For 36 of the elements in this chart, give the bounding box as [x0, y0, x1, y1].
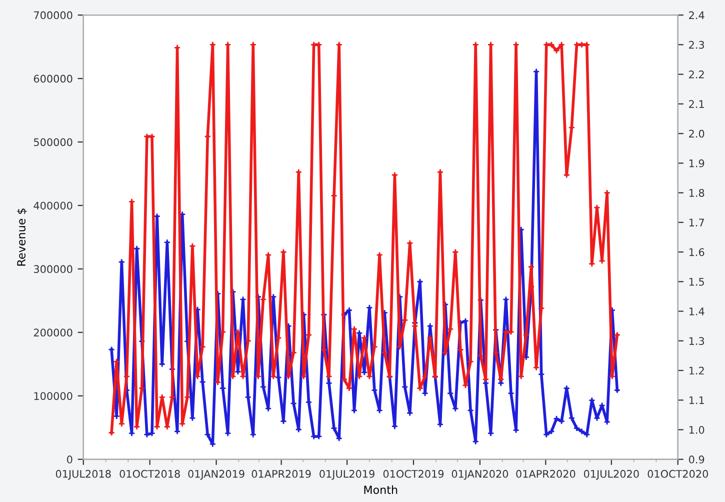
- x-tick-label: 01APR2019: [252, 470, 311, 478]
- y2-tick-label: 2.1: [689, 100, 704, 108]
- x-tick-label: 01JAN2020: [452, 470, 508, 480]
- y2-tick-label: 1.3: [689, 337, 704, 345]
- y2-tick-label: 1.5: [689, 278, 704, 286]
- x-axis-title: Month: [364, 485, 398, 494]
- x-tick-label: 01APR2020: [516, 470, 576, 478]
- y-tick-label: 600000: [34, 74, 72, 83]
- x-tick-label: 01JUL2018: [56, 470, 111, 480]
- y-tick-label: 500000: [34, 138, 72, 146]
- y2-tick-label: 2.0: [689, 130, 704, 138]
- y-axis-title: Revenue $: [16, 208, 27, 266]
- y-tick-label: 0: [67, 456, 72, 464]
- y-tick-label: 100000: [34, 392, 72, 400]
- x-tick-label: 01OCT2018: [120, 470, 180, 478]
- y-tick-label: 400000: [34, 202, 72, 210]
- x-tick-label: 01OCT2020: [648, 470, 708, 478]
- x-tick-label: 01JUL2020: [584, 470, 639, 480]
- y2-tick-label: 2.2: [689, 70, 704, 78]
- y-tick-label: 200000: [34, 328, 72, 336]
- y2-tick-label: 2.3: [689, 40, 704, 49]
- y2-tick-label: 1.6: [689, 248, 704, 256]
- x-tick-label: 01OCT2019: [383, 470, 444, 478]
- y2-tick-label: 1.1: [689, 396, 704, 404]
- y2-tick-label: 1.2: [689, 366, 704, 374]
- y2-tick-label: 1.0: [689, 426, 704, 434]
- y2-tick-label: 2.4: [689, 11, 704, 20]
- y2-tick-label: 1.4: [689, 308, 704, 316]
- x-tick-label: 01JUL2019: [320, 470, 374, 480]
- y-tick-label: 300000: [34, 265, 72, 274]
- x-tick-label: 01JAN2019: [188, 470, 244, 480]
- y2-tick-label: 1.8: [689, 188, 704, 197]
- y2-tick-label: 1.7: [689, 218, 704, 226]
- y-tick-label: 700000: [34, 11, 72, 20]
- y2-tick-label: 1.9: [689, 159, 704, 168]
- y2-tick-label: 0.9: [688, 456, 704, 464]
